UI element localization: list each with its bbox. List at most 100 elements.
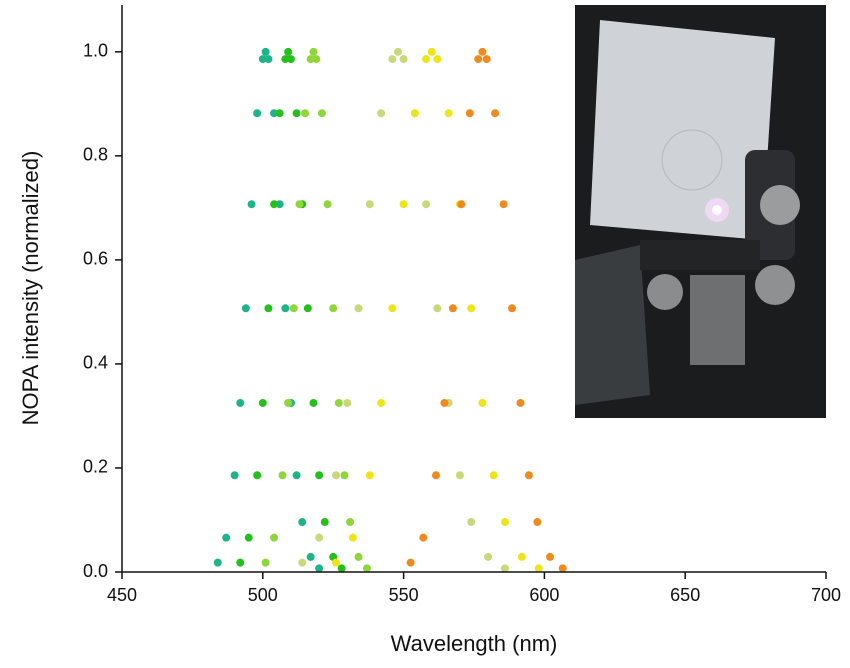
photo-knob (647, 274, 683, 310)
data-point (467, 304, 476, 313)
data-point (500, 518, 509, 527)
y-tick-label: 1.0 (83, 41, 108, 61)
data-point (329, 304, 338, 313)
data-point (253, 109, 262, 118)
data-point (533, 518, 542, 527)
data-point (292, 471, 301, 480)
data-point (312, 55, 321, 64)
data-point (298, 518, 307, 527)
data-point (431, 471, 440, 480)
data-point (270, 200, 279, 209)
data-point (499, 200, 508, 209)
data-point (295, 200, 304, 209)
data-point (298, 558, 307, 567)
data-point (467, 518, 476, 527)
data-point (524, 471, 533, 480)
data-point (508, 304, 517, 313)
data-point (264, 55, 273, 64)
x-axis-title: Wavelength (nm) (391, 631, 558, 656)
data-point (516, 398, 525, 407)
data-point (346, 518, 355, 527)
data-point (306, 552, 315, 561)
data-point (315, 564, 324, 573)
data-point (558, 564, 567, 573)
data-point (315, 471, 324, 480)
data-point (388, 55, 397, 64)
inset-photo (575, 5, 826, 418)
photo-post (690, 275, 745, 365)
data-point (261, 47, 270, 56)
y-tick-label: 0.6 (83, 249, 108, 269)
y-axis-title: NOPA intensity (normalized) (18, 151, 43, 426)
data-point (433, 55, 442, 64)
data-point (478, 47, 487, 56)
data-point (433, 304, 442, 313)
data-point (309, 47, 318, 56)
data-point (457, 200, 466, 209)
data-point (284, 398, 293, 407)
data-point (410, 109, 419, 118)
data-point (292, 109, 301, 118)
data-point (236, 398, 245, 407)
y-tick-label: 0.4 (83, 353, 108, 373)
data-point (337, 564, 346, 573)
data-point (286, 55, 295, 64)
data-point (213, 558, 222, 567)
x-tick-label: 600 (529, 585, 559, 605)
photo-knob (760, 185, 800, 225)
data-point (275, 200, 284, 209)
data-point (261, 558, 270, 567)
photo-lens (575, 245, 650, 405)
data-point (500, 564, 509, 573)
data-point (377, 109, 386, 118)
data-point (309, 398, 318, 407)
data-point (289, 304, 298, 313)
x-tick-label: 500 (248, 585, 278, 605)
data-point (362, 564, 371, 573)
data-point (281, 55, 290, 64)
data-point (241, 304, 250, 313)
photo-knob (755, 265, 795, 305)
data-point (332, 558, 341, 567)
data-point (230, 471, 239, 480)
data-point (399, 200, 408, 209)
data-point (258, 398, 267, 407)
data-point (482, 55, 491, 64)
data-point (247, 200, 256, 209)
data-point (258, 55, 267, 64)
data-point (517, 552, 526, 561)
data-point (491, 109, 500, 118)
data-point (399, 55, 408, 64)
data-point (354, 552, 363, 561)
data-point (270, 533, 279, 542)
y-tick-label: 0.2 (83, 457, 108, 477)
data-point (334, 398, 343, 407)
data-point (317, 109, 326, 118)
photo-card (590, 20, 775, 240)
x-tick-label: 700 (811, 585, 841, 605)
data-point (354, 304, 363, 313)
data-point (284, 47, 293, 56)
data-point (278, 471, 287, 480)
data-point (315, 533, 324, 542)
data-point (320, 518, 329, 527)
data-point (440, 398, 449, 407)
data-point (343, 398, 352, 407)
data-point (444, 109, 453, 118)
data-point (465, 109, 474, 118)
data-point (484, 552, 493, 561)
photo-plate (640, 240, 760, 270)
data-point (264, 304, 273, 313)
data-point (365, 471, 374, 480)
data-point (306, 55, 315, 64)
y-tick-label: 0.0 (83, 561, 108, 581)
data-point (348, 533, 357, 542)
data-point (275, 109, 284, 118)
data-point (303, 304, 312, 313)
photo-target (661, 129, 723, 191)
data-point (427, 47, 436, 56)
data-point (281, 304, 290, 313)
data-point (422, 200, 431, 209)
data-point (448, 304, 457, 313)
